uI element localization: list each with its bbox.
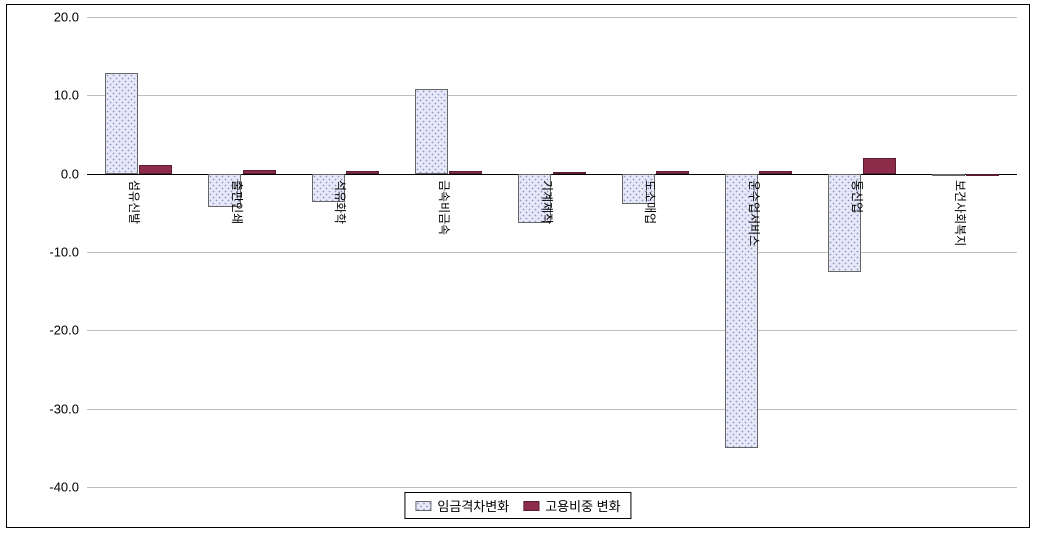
category-label: 기계제작 bbox=[539, 180, 556, 224]
category-label: 금속비금속 bbox=[436, 180, 453, 235]
legend-swatch-emp-share bbox=[523, 501, 539, 511]
chart-frame: 섬유신발 출판인쇄 석유화학 금속비금속 기계제작 도소매업 운수업서비스 통신업 보건사회복지… bbox=[6, 4, 1030, 528]
legend-item-emp-share: 고용비중 변화 bbox=[523, 496, 620, 515]
legend-item-wage-gap: 임금격차변화 bbox=[415, 496, 509, 515]
legend: 임금격차변화 고용비중 변화 bbox=[404, 492, 631, 519]
plot-area: 섬유신발 출판인쇄 석유화학 금속비금속 기계제작 도소매업 운수업서비스 통신업 보건사회복지 bbox=[87, 17, 1017, 487]
gridline bbox=[87, 330, 1017, 331]
bar-emp_share bbox=[863, 158, 896, 174]
legend-label-wage-gap: 임금격차변화 bbox=[437, 496, 509, 515]
gridline bbox=[87, 95, 1017, 96]
category-label: 섬유신발 bbox=[126, 180, 143, 224]
bar-wage_gap bbox=[932, 174, 965, 176]
legend-label-emp-share: 고용비중 변화 bbox=[545, 496, 620, 515]
bar-emp_share bbox=[656, 171, 689, 173]
category-label: 석유화학 bbox=[332, 180, 349, 224]
bar-wage_gap bbox=[415, 89, 448, 174]
category-label: 통신업 bbox=[849, 180, 866, 213]
gridline bbox=[87, 409, 1017, 410]
category-label: 보건사회복지 bbox=[952, 180, 969, 246]
y-tick-label: -20.0 bbox=[19, 323, 79, 338]
bar-emp_share bbox=[759, 171, 792, 173]
bar-emp_share bbox=[553, 172, 586, 174]
gridline bbox=[87, 487, 1017, 488]
bar-emp_share bbox=[346, 171, 379, 174]
category-label: 운수업서비스 bbox=[746, 180, 763, 246]
gridline bbox=[87, 17, 1017, 18]
y-tick-label: -10.0 bbox=[19, 245, 79, 260]
y-tick-label: -30.0 bbox=[19, 401, 79, 416]
bar-wage_gap bbox=[105, 73, 138, 173]
bar-emp_share bbox=[243, 170, 276, 174]
bar-emp_share bbox=[449, 171, 482, 173]
category-label: 출판인쇄 bbox=[229, 180, 246, 224]
bar-emp_share bbox=[139, 165, 172, 174]
bar-emp_share bbox=[966, 174, 999, 176]
y-tick-label: -40.0 bbox=[19, 480, 79, 495]
category-label: 도소매업 bbox=[642, 180, 659, 224]
legend-swatch-wage-gap bbox=[415, 501, 431, 511]
y-tick-label: 0.0 bbox=[19, 166, 79, 181]
y-tick-label: 10.0 bbox=[19, 88, 79, 103]
gridline bbox=[87, 252, 1017, 253]
y-tick-label: 20.0 bbox=[19, 10, 79, 25]
